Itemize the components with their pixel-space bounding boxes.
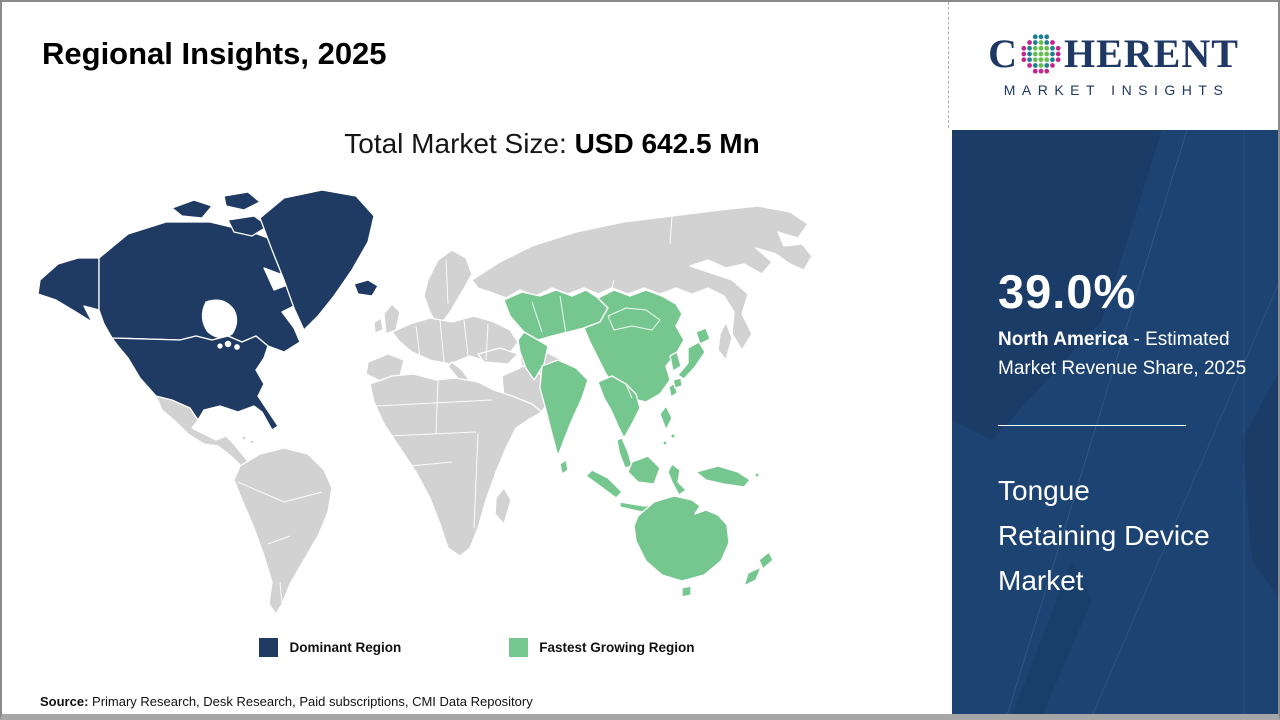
legend-label-fastest-growing: Fastest Growing Region: [539, 640, 695, 655]
map-africa: [369, 373, 543, 557]
map-philippines: [659, 405, 673, 431]
map-scandinavia: [423, 249, 473, 329]
map-turkey: [477, 347, 519, 365]
map-arctic-island: [223, 191, 261, 211]
stat-description: North America - Estimated Market Revenue…: [998, 326, 1268, 383]
map-region-asia-pacific: [503, 289, 774, 598]
world-map: [37, 189, 813, 615]
map-ireland: [373, 317, 384, 334]
map-great-lake: [217, 343, 223, 349]
map-region-north-america: [37, 189, 379, 431]
map-japan: [677, 341, 706, 380]
map-caribbean-island: [249, 439, 255, 445]
map-great-lake: [224, 340, 232, 348]
stat-suffix: - Estimated Market Revenue Share, 2025: [998, 329, 1247, 379]
market-title: Tongue Retaining Device Market: [998, 475, 1210, 596]
total-market-size-label: Total Market Size:: [344, 128, 575, 159]
map-great-lake: [234, 344, 240, 350]
source-note: Source: Primary Research, Desk Research,…: [40, 694, 533, 709]
map-australia: [633, 495, 730, 582]
map-sri-lanka: [559, 459, 569, 475]
map-new-guinea: [695, 465, 751, 488]
map-pacific-island: [754, 472, 760, 478]
total-market-size: Total Market Size: USD 642.5 Mn: [102, 128, 1002, 160]
map-caribbean-island: [241, 435, 247, 441]
stat-value: 39.0%: [998, 265, 1137, 318]
brand-logo: C HERENT MARKET INSIGHTS: [948, 2, 1278, 128]
map-sulawesi: [667, 463, 687, 496]
map-asia-country-borders: [531, 295, 661, 399]
sidebar-map-pattern: [952, 130, 1278, 714]
map-borneo: [627, 455, 661, 485]
map-greenland: [259, 189, 375, 331]
map-malay-peninsula: [616, 437, 633, 469]
total-market-size-value: USD 642.5 Mn: [574, 128, 760, 159]
map-arctic-island: [171, 199, 213, 219]
brand-letters-rest: HERENT: [1063, 30, 1239, 76]
map-russia: [471, 205, 813, 351]
map-sakhalin: [717, 321, 733, 361]
page-title: Regional Insights, 2025: [42, 36, 387, 71]
map-india: [539, 359, 589, 457]
stat-region: North America: [998, 329, 1129, 350]
map-uk: [383, 303, 401, 335]
map-alaska: [37, 257, 100, 323]
map-kyushu: [672, 377, 683, 389]
brand-wordmark: C HERENT: [988, 33, 1239, 75]
legend-item-dominant: Dominant Region: [259, 638, 401, 657]
map-philippine-island: [662, 440, 668, 446]
sidebar-divider: [998, 425, 1186, 426]
map-legend: Dominant Region Fastest Growing Region: [2, 638, 952, 657]
map-korea: [669, 351, 682, 372]
brand-tagline: MARKET INSIGHTS: [1003, 81, 1230, 98]
map-madagascar: [494, 487, 512, 525]
legend-item-fastest-growing: Fastest Growing Region: [509, 638, 695, 657]
map-south-america: [233, 447, 333, 615]
map-new-zealand-south: [743, 566, 762, 587]
map-usa: [111, 335, 279, 431]
map-philippine-island: [670, 433, 676, 439]
sidebar: 39.0% North America - Estimated Market R…: [952, 130, 1278, 714]
brand-letter-c: C: [988, 30, 1018, 76]
map-sumatra: [585, 469, 623, 499]
source-text: Primary Research, Desk Research, Paid su…: [88, 694, 533, 709]
map-hudson-bay: [201, 299, 238, 339]
legend-swatch-dominant: [259, 638, 279, 657]
map-iceland: [353, 279, 379, 297]
map-arctic-island: [227, 215, 269, 237]
map-new-zealand-north: [758, 551, 774, 570]
map-afghanistan-pakistan: [517, 331, 549, 381]
logo-globe-icon: [1021, 33, 1061, 74]
legend-swatch-fastest-growing: [509, 638, 529, 657]
map-hokkaido: [695, 327, 711, 345]
legend-label-dominant: Dominant Region: [289, 640, 402, 655]
map-country-borders: [237, 215, 673, 605]
map-tasmania: [681, 585, 692, 598]
source-label: Source:: [40, 694, 89, 709]
